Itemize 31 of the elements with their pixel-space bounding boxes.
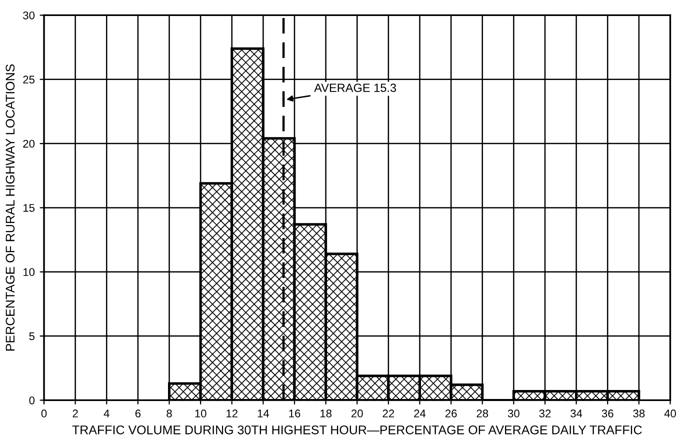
x-tick-label: 14 (258, 410, 270, 418)
y-tick-label: 10 (23, 268, 35, 276)
x-tick-label: 8 (166, 410, 172, 418)
x-tick-label: 2 (72, 410, 78, 418)
x-tick-label: 18 (320, 410, 332, 418)
y-tick-label: 30 (23, 11, 35, 20)
x-tick-label: 26 (445, 410, 457, 418)
x-tick-label: 16 (289, 410, 300, 418)
y-tick-label: 25 (23, 76, 35, 84)
x-tick-label: 4 (104, 410, 110, 418)
x-tick-label: 28 (476, 410, 488, 418)
x-tick-label: 32 (539, 410, 551, 418)
y-axis-title: PERCENTAGE OF RURAL HIGHWAY LOCATIONS (6, 64, 15, 351)
y-tick-label: 20 (23, 140, 35, 148)
x-tick-label: 38 (633, 410, 645, 418)
x-tick-label: 30 (508, 410, 520, 418)
x-tick-label: 24 (414, 410, 426, 418)
x-tick-label: 36 (602, 410, 614, 418)
x-tick-label: 34 (570, 410, 582, 418)
x-tick-label: 10 (195, 410, 206, 418)
x-axis-title: TRAFFIC VOLUME DURING 30TH HIGHEST HOUR—PERCENTAGE OF AVERAGE DAILY TRAFFIC (72, 425, 642, 434)
ref-line-label: AVERAGE 15.3 (314, 84, 396, 92)
x-tick-label: 6 (135, 410, 141, 418)
x-tick-label: 40 (664, 410, 676, 418)
x-tick-label: 20 (352, 410, 363, 418)
y-tick-label: 5 (29, 332, 35, 340)
x-tick-label: 12 (226, 410, 238, 418)
y-tick-label: 15 (23, 204, 35, 212)
x-tick-label: 0 (41, 410, 47, 418)
y-tick-label: 0 (29, 396, 35, 404)
x-tick-label: 22 (382, 410, 394, 418)
